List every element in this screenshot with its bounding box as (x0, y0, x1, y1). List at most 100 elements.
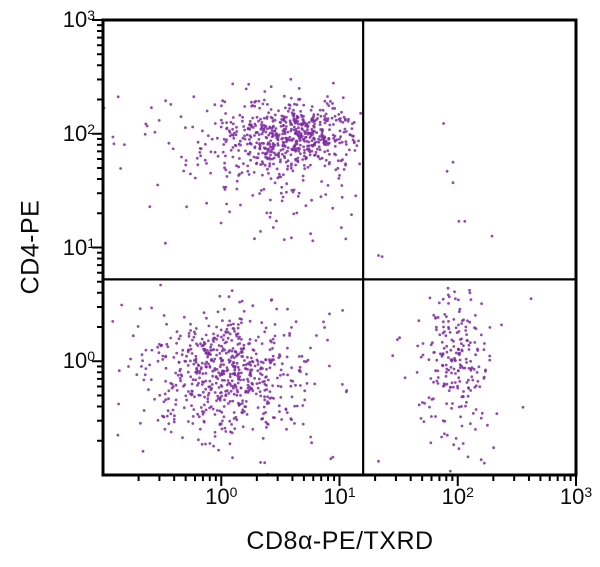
data-point (445, 382, 449, 386)
data-point (328, 123, 332, 127)
data-point (303, 129, 306, 133)
data-point (116, 95, 120, 99)
data-point (480, 302, 483, 305)
data-point (199, 366, 203, 369)
data-point (470, 375, 474, 379)
data-point (192, 330, 196, 334)
data-point (182, 315, 186, 319)
data-point (232, 136, 236, 140)
data-point (279, 158, 282, 162)
data-point (198, 376, 201, 380)
data-point (187, 332, 191, 335)
data-point (464, 325, 468, 329)
data-point (231, 347, 235, 350)
data-point (209, 345, 213, 349)
data-point (300, 354, 304, 358)
data-point (266, 378, 270, 382)
data-point (288, 107, 291, 110)
data-point (221, 419, 224, 423)
data-point (271, 226, 275, 229)
data-point (232, 417, 236, 420)
data-point (205, 360, 209, 364)
data-point (208, 442, 212, 445)
data-point (250, 124, 254, 128)
data-point (179, 373, 183, 376)
data-point (307, 121, 311, 124)
data-point (225, 369, 229, 373)
data-point (311, 239, 315, 243)
data-point (453, 359, 457, 362)
data-point (219, 384, 223, 387)
data-point (228, 210, 232, 214)
data-point (285, 411, 289, 414)
data-point (340, 110, 343, 114)
data-point (324, 158, 328, 162)
data-point (221, 121, 224, 125)
data-point (254, 339, 258, 342)
data-point (290, 162, 293, 166)
data-point (265, 115, 269, 119)
data-point (427, 396, 431, 399)
data-point (260, 160, 264, 164)
data-point (294, 149, 297, 153)
data-point (190, 392, 194, 396)
data-point (217, 386, 221, 389)
data-point (460, 337, 463, 341)
data-point (452, 318, 456, 321)
data-point (231, 155, 235, 159)
data-point (224, 185, 228, 189)
data-point (326, 149, 330, 153)
data-point (248, 319, 252, 323)
data-point (446, 286, 450, 290)
data-point (265, 422, 269, 425)
data-point (136, 325, 140, 328)
data-point (451, 160, 455, 164)
data-point (274, 132, 278, 136)
data-point (225, 389, 229, 393)
data-point (269, 108, 273, 111)
data-point (458, 380, 462, 383)
data-point (207, 391, 211, 395)
data-point (306, 124, 310, 128)
data-point (273, 363, 276, 366)
data-point (297, 191, 301, 195)
data-point (295, 103, 299, 107)
data-point (197, 438, 200, 442)
data-point (303, 167, 307, 171)
data-point (221, 150, 225, 154)
data-point (252, 349, 256, 352)
data-point (469, 341, 472, 344)
data-point (248, 134, 252, 138)
data-point (278, 121, 282, 124)
data-point (172, 356, 176, 359)
data-point (308, 136, 312, 139)
data-point (235, 354, 238, 358)
data-point (186, 370, 190, 374)
data-point (474, 327, 478, 331)
data-point (256, 363, 260, 366)
data-point (211, 407, 215, 411)
data-point (236, 381, 240, 385)
data-point (434, 316, 437, 319)
data-point (328, 312, 331, 316)
data-point (216, 394, 220, 398)
data-point (282, 333, 286, 337)
data-point (256, 369, 260, 373)
data-point (294, 320, 298, 324)
data-point (246, 152, 250, 156)
data-point (236, 365, 240, 369)
data-point (429, 343, 433, 347)
data-point (310, 139, 314, 143)
data-point (286, 164, 290, 168)
data-point (307, 144, 311, 148)
data-point (336, 166, 340, 170)
data-point (141, 359, 145, 362)
data-point (150, 306, 154, 310)
data-point (228, 419, 232, 423)
data-point (251, 116, 255, 120)
data-point (195, 156, 199, 160)
data-point (262, 98, 266, 102)
data-point (216, 154, 220, 158)
data-point (271, 134, 275, 138)
data-point (467, 366, 471, 370)
